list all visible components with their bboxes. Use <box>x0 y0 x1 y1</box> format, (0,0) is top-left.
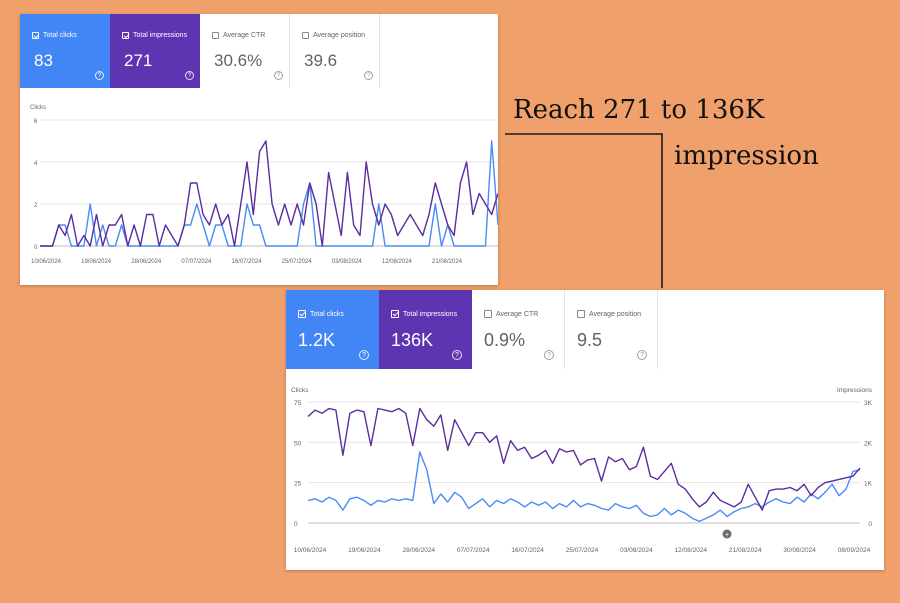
clicks-series-line <box>307 451 861 523</box>
y-tick-label: 75 <box>294 400 302 407</box>
y-tick-label: 0 <box>294 521 298 528</box>
y-tick-label: 25 <box>294 481 302 488</box>
card-label: Total impressions <box>403 310 458 318</box>
after-metric-cards: Total clicks 1.2K ? Total impressions 13… <box>286 290 658 369</box>
card-label: Average CTR <box>496 310 539 318</box>
y2-tick-label: 0 <box>868 521 872 528</box>
card-value: 30.6% <box>214 51 263 70</box>
x-tick-label: 21/08/2024 <box>729 547 762 554</box>
x-tick-label: 12/08/2024 <box>382 259 413 265</box>
card-label: Average position <box>313 32 366 39</box>
before-average-ctr-card[interactable]: Average CTR 30.6% ? <box>200 14 290 88</box>
after-total-clicks-card[interactable]: Total clicks 1.2K ? <box>286 290 379 369</box>
after-total-impressions-card[interactable]: Total impressions 136K ? <box>379 290 472 369</box>
card-label: Total clicks <box>310 310 344 318</box>
help-icon[interactable]: ? <box>274 71 283 80</box>
checkbox-unchecked-icon[interactable] <box>484 310 492 318</box>
before-total-clicks-card[interactable]: Total clicks 83 ? <box>20 14 110 88</box>
x-tick-label: 07/07/2024 <box>457 547 490 554</box>
annotation-line-1: Reach 271 to 136K <box>513 95 765 125</box>
card-value: 9.5 <box>577 330 603 350</box>
card-label: Average CTR <box>223 32 266 39</box>
x-tick-label: 25/07/2024 <box>566 547 599 554</box>
help-icon[interactable]: ? <box>95 71 104 80</box>
help-icon[interactable]: ? <box>364 71 373 80</box>
card-value: 1.2K <box>298 330 336 350</box>
y2-tick-label: 3K <box>864 400 873 407</box>
card-value: 83 <box>34 51 53 70</box>
before-average-position-card[interactable]: Average position 39.6 ? <box>290 14 380 88</box>
checkbox-checked-icon[interactable] <box>32 32 39 39</box>
before-line-chart: Clicks 0 2 4 6 10/06/2024 19/06/2024 28/06/2024… <box>30 105 498 265</box>
card-value: 271 <box>124 51 153 70</box>
y-tick-label: 0 <box>34 245 38 251</box>
impressions-series-line <box>307 407 861 511</box>
y2-tick-label: 2K <box>864 440 873 447</box>
impressions-series-line <box>40 140 498 247</box>
checkbox-unchecked-icon[interactable] <box>577 310 585 318</box>
card-label: Total clicks <box>43 32 77 39</box>
annotation-marker-icon <box>722 529 732 539</box>
checkbox-unchecked-icon[interactable] <box>212 32 219 39</box>
checkbox-unchecked-icon[interactable] <box>302 32 309 39</box>
y-axis-title: Clicks <box>30 105 46 111</box>
after-average-position-card[interactable]: Average position 9.5 ? <box>565 290 658 369</box>
x-tick-label: 16/07/2024 <box>231 259 262 265</box>
before-performance-panel: Total clicks 83 ? Total impressions 271 … <box>20 14 498 285</box>
x-tick-label: 19/06/2024 <box>81 259 112 265</box>
x-tick-label: 28/06/2024 <box>403 547 436 554</box>
x-tick-label: 03/08/2024 <box>332 259 363 265</box>
checkbox-checked-icon[interactable] <box>391 310 399 318</box>
card-value: 39.6 <box>304 51 338 70</box>
connector-line <box>505 133 663 288</box>
x-tick-label: 10/06/2024 <box>31 259 62 265</box>
x-tick-label: 07/07/2024 <box>181 259 212 265</box>
x-tick-label: 08/09/2024 <box>838 547 871 554</box>
y2-axis-title: Impressions <box>837 387 873 394</box>
x-tick-label: 16/07/2024 <box>511 547 544 554</box>
card-label: Total impressions <box>133 32 188 39</box>
after-line-chart: Clicks Impressions 0 0 25 1K 50 2K 75 3K 10/06/202… <box>291 387 873 554</box>
x-tick-label: 19/06/2024 <box>348 547 381 554</box>
y-tick-label: 6 <box>34 119 38 125</box>
after-performance-panel: Total clicks 1.2K ? Total impressions 13… <box>286 290 884 570</box>
y-tick-label: 50 <box>294 440 302 447</box>
x-tick-label: 28/06/2024 <box>131 259 162 265</box>
card-value: 0.9% <box>484 330 526 350</box>
y-tick-label: 2 <box>34 203 38 209</box>
y2-tick-label: 1K <box>864 481 873 488</box>
y-axis-title: Clicks <box>291 387 309 394</box>
x-tick-label: 10/06/2024 <box>294 547 327 554</box>
x-tick-label: 03/08/2024 <box>620 547 653 554</box>
help-icon[interactable]: ? <box>452 350 462 360</box>
x-tick-label: 21/08/2024 <box>432 259 463 265</box>
x-tick-label: 25/07/2024 <box>282 259 313 265</box>
x-tick-label: 12/08/2024 <box>675 547 708 554</box>
y-tick-label: 4 <box>34 161 38 167</box>
checkbox-checked-icon[interactable] <box>122 32 129 39</box>
checkbox-checked-icon[interactable] <box>298 310 306 318</box>
after-average-ctr-card[interactable]: Average CTR 0.9% ? <box>472 290 565 369</box>
help-icon[interactable]: ? <box>359 350 369 360</box>
before-metric-cards: Total clicks 83 ? Total impressions 271 … <box>20 14 380 88</box>
card-label: Average position <box>589 310 642 318</box>
annotation-line-2: impression <box>674 141 819 171</box>
clicks-series-line <box>40 140 498 247</box>
card-value: 136K <box>391 330 434 350</box>
help-icon[interactable]: ? <box>185 71 194 80</box>
annotation-marker-plus: + <box>725 532 729 539</box>
before-total-impressions-card[interactable]: Total impressions 271 ? <box>110 14 200 88</box>
help-icon[interactable]: ? <box>544 350 554 360</box>
help-icon[interactable]: ? <box>637 350 647 360</box>
x-tick-label: 30/08/2024 <box>783 547 816 554</box>
